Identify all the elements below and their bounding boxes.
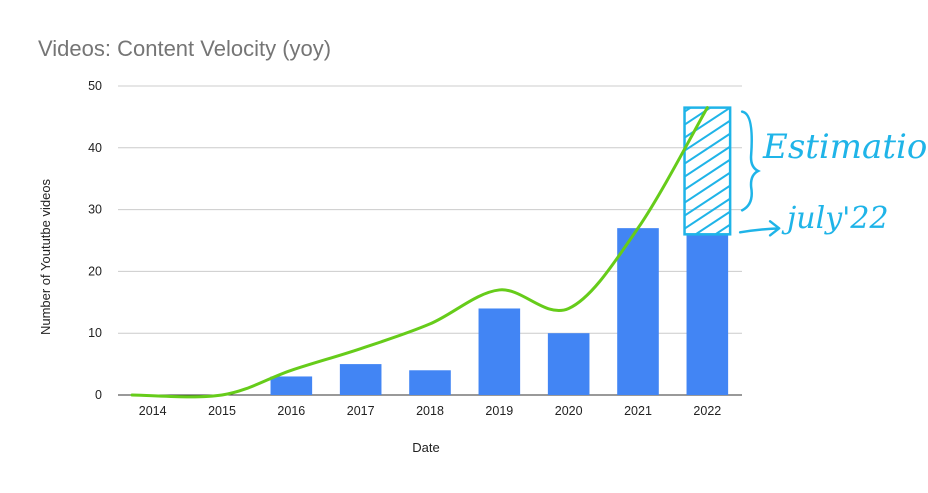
arrow-icon (738, 220, 781, 237)
bar (617, 228, 659, 395)
x-tick-label: 2015 (208, 404, 236, 418)
bar (478, 308, 521, 395)
hatch-stroke (693, 210, 731, 235)
x-tick-labels: 2014 2015 2016 2017 2018 2019 2020 2021 2022 (139, 404, 722, 418)
hatch-stroke (684, 184, 731, 217)
bars (270, 228, 729, 395)
x-tick-label: 2019 (485, 404, 513, 418)
hatch-stroke (684, 107, 731, 139)
hatch-stroke (685, 17, 731, 47)
estimation-brace (740, 110, 761, 212)
estimation-label: Estimation (762, 127, 928, 167)
x-tick-label: 2022 (693, 404, 721, 418)
y-tick-label: 40 (88, 141, 102, 155)
hatch-stroke (684, 145, 731, 178)
hatch-stroke (684, 171, 731, 204)
bar (339, 364, 382, 395)
x-tick-label: 2021 (624, 404, 652, 418)
x-axis-label: Date (412, 440, 439, 455)
estimation-hatching (684, 4, 731, 235)
x-tick-label: 2020 (555, 404, 583, 418)
hatch-stroke (713, 223, 731, 235)
y-tick-label: 20 (88, 264, 102, 278)
y-tick-label: 30 (88, 203, 102, 217)
hatch-stroke (685, 69, 731, 99)
y-tick-labels: 0 10 20 30 40 50 (88, 79, 102, 402)
y-tick-label: 50 (88, 79, 102, 93)
x-tick-label: 2014 (139, 404, 167, 418)
y-axis-label: Number of Yoututbe videos (38, 178, 53, 335)
x-tick-label: 2017 (347, 404, 375, 418)
chart-title: Videos: Content Velocity (yoy) (38, 36, 331, 61)
july-label: july'22 (781, 201, 889, 236)
bar (547, 333, 590, 395)
hatch-stroke (684, 197, 731, 230)
bar (686, 234, 729, 395)
hatch-stroke (684, 119, 731, 152)
hatch-stroke (684, 132, 731, 165)
bar (409, 370, 451, 395)
hatch-stroke (685, 30, 731, 60)
hatch-stroke (685, 56, 731, 86)
y-tick-label: 10 (88, 326, 102, 340)
bar (270, 376, 313, 395)
x-tick-label: 2018 (416, 404, 444, 418)
trend-line (130, 106, 709, 399)
hatch-stroke (684, 158, 731, 191)
hatch-stroke (685, 43, 731, 73)
hatch-stroke (685, 4, 731, 34)
x-tick-label: 2016 (277, 404, 305, 418)
y-tick-label: 0 (95, 388, 102, 402)
